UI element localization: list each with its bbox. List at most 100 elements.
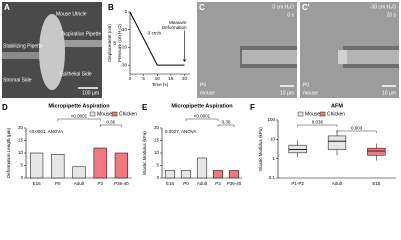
bar <box>196 157 208 179</box>
time: 0 s <box>287 12 294 18</box>
panel-label: A <box>4 3 10 12</box>
label: Epithelial Side <box>60 71 92 77</box>
legend-swatch <box>297 111 304 117</box>
x-tick-label: P3 <box>215 181 221 186</box>
bracket <box>57 118 101 121</box>
y-axis-label: Displacement (cm) <box>107 24 112 62</box>
label: Aspiration Pipette <box>62 31 101 37</box>
box <box>288 144 307 154</box>
bar <box>72 166 86 179</box>
pipette-lumen <box>242 50 297 64</box>
scale-label: 100 µm <box>82 90 99 96</box>
x-tick-label: P3 <box>97 181 103 186</box>
x-tick-label: Adult <box>74 181 85 186</box>
y-tick-label: 15 <box>18 138 24 143</box>
aspiration-pipette <box>62 40 102 47</box>
annotation: 0.0027, ANOVA <box>165 129 196 134</box>
x-tick-label: E16 <box>33 181 42 186</box>
label: Mouse Utricle <box>56 11 87 17</box>
y-tick-label: 5 <box>156 163 159 168</box>
species: mouse <box>200 90 215 96</box>
legend-label: Mouse <box>97 112 112 118</box>
bar <box>212 170 224 179</box>
x-axis-label: Time (s) <box>152 82 169 87</box>
y-tick-label: 10 <box>270 137 276 142</box>
chart-title: AFM <box>331 103 343 109</box>
arrow <box>182 30 187 63</box>
y-tick-label: 0 <box>124 9 127 14</box>
x-tick-label: Adult <box>332 181 343 186</box>
annotation: <0.0001 <box>71 114 88 119</box>
panel-c-prime: C' -30 cm H₂O 20 s P0 mouse 10 µm <box>300 2 399 98</box>
species: mouse <box>303 90 318 96</box>
bar <box>180 170 192 179</box>
panel-label: E <box>142 103 148 112</box>
scale-label: 10 µm <box>382 90 396 96</box>
stage: P0 <box>200 82 206 88</box>
legend-label: Chicken <box>119 112 137 118</box>
aspirated-tissue <box>338 50 347 64</box>
figure: A Mouse Utricle Aspiration Pipette Stabi… <box>2 2 399 186</box>
panel-label: D <box>2 103 8 112</box>
annotation: <0.0001 <box>194 114 211 119</box>
y-axis-label: or <box>112 41 117 46</box>
box <box>327 135 347 150</box>
pressure: -30 cm H₂O <box>370 4 396 10</box>
legend-label: Chicken <box>327 112 345 118</box>
panel-label: C <box>199 3 205 12</box>
y-tick-label: 100 <box>267 117 275 122</box>
x-tick-label: 5 <box>142 76 145 81</box>
annotation: <0.0001, ANOVA <box>29 129 63 134</box>
x-tick-label: E15 <box>372 181 381 186</box>
stabilizing-pipette <box>2 52 40 59</box>
panel-label: B <box>108 3 114 12</box>
x-tick-label: E16 <box>166 181 175 186</box>
bar <box>114 152 129 179</box>
chart-title: Micropipette Aspiration <box>171 103 233 109</box>
bracket <box>100 124 122 127</box>
box <box>367 147 386 156</box>
x-tick-label: 20 <box>182 76 188 81</box>
y-tick-label: 0 <box>156 175 159 180</box>
bracket <box>217 124 235 127</box>
x-tick-label: P0 <box>183 181 189 186</box>
bar <box>164 170 176 179</box>
annotation: -3 cm/s <box>146 30 162 35</box>
x-tick-label: Adult <box>197 181 208 186</box>
label: Stabilizing Pipette <box>3 43 43 49</box>
time: 20 s <box>387 12 397 18</box>
annotation: 0.003 <box>351 126 363 131</box>
y-tick-label: -10 <box>120 27 127 32</box>
y-axis-label: Deformation Length (µm) <box>6 127 11 178</box>
chart-title: Micropipette Aspiration <box>48 103 110 109</box>
panel-a: A Mouse Utricle Aspiration Pipette Stabi… <box>2 2 102 98</box>
y-tick-label: 20 <box>154 125 160 130</box>
annotation: 0.36 <box>106 120 115 125</box>
y-tick-label: 1 <box>272 156 275 161</box>
legend-swatch <box>319 111 326 117</box>
line <box>129 11 185 66</box>
bar <box>228 170 240 179</box>
y-axis-label: Pressure (cm H₂O) <box>117 23 122 62</box>
pressure: 0 cm H₂O <box>272 4 294 10</box>
bar <box>51 154 65 179</box>
y-tick-label: 0.1 <box>269 175 276 180</box>
panel-c: C 0 cm H₂O 0 s P0 mouse 10 µm <box>197 2 297 98</box>
legend-label: Mouse <box>305 112 320 118</box>
bracket <box>297 124 338 127</box>
y-tick-label: 0 <box>20 175 23 180</box>
panel-label: C' <box>302 3 310 12</box>
y-tick-label: 5 <box>20 163 23 168</box>
scale-label: 10 µm <box>280 90 294 96</box>
x-tick-label: P1-P2 <box>291 181 304 186</box>
x-tick-label: P0 <box>55 181 61 186</box>
stage: P0 <box>303 82 309 88</box>
legend-swatch <box>89 111 96 117</box>
annotation: 0.30 <box>222 120 231 125</box>
annotation: 0.036 <box>312 120 324 125</box>
utricle <box>39 14 65 90</box>
panel-label: F <box>250 103 255 112</box>
x-tick-label: 10 <box>155 76 161 81</box>
y-tick-label: 10 <box>154 150 160 155</box>
y-tick-label: 20 <box>18 125 24 130</box>
